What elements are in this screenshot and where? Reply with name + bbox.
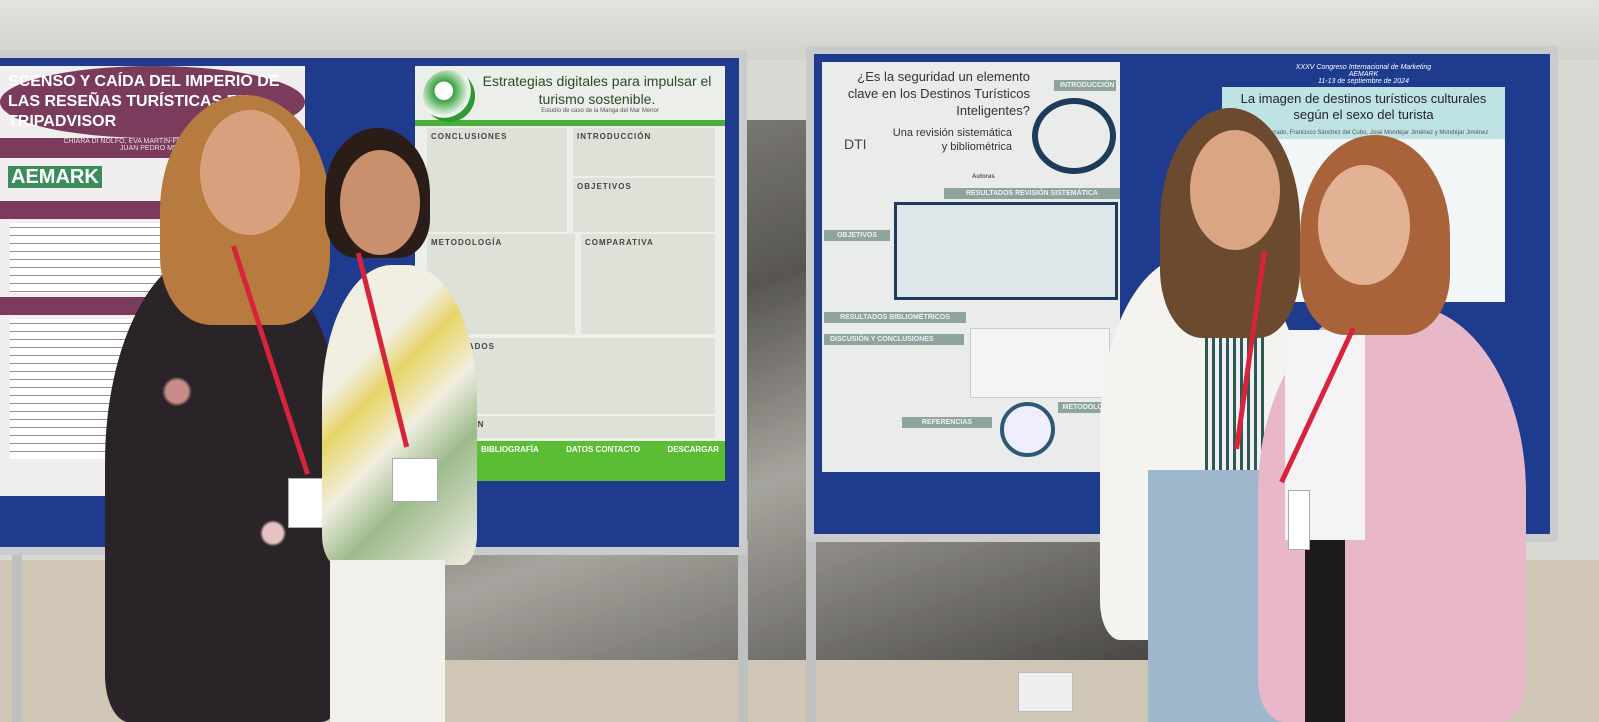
congress-name: XXXV Congreso Internacional de Marketing <box>1295 64 1432 71</box>
section-introduction: INTRODUCCIÓN <box>573 128 715 176</box>
congress-dates: 11-13 de septiembre de 2024 <box>1318 78 1409 85</box>
section-bibliometric: RESULTADOS BIBLIOMÉTRICOS <box>824 312 966 323</box>
person-4-trousers <box>1305 540 1345 722</box>
flow-diagram <box>894 202 1118 300</box>
poster-title: Estrategias digitales para impulsar el t… <box>482 73 712 107</box>
poster-title: ¿Es la seguridad un elemento clave en lo… <box>847 69 1030 118</box>
person-4-face <box>1318 165 1410 285</box>
cycle-diagram <box>1032 98 1116 174</box>
section-objectives: OBJETIVOS <box>824 230 890 241</box>
poster-subtitle: Una revisión sistemática y bibliométrica <box>892 127 1012 153</box>
name-badge <box>392 458 438 502</box>
download-label: DESCARGAR <box>667 445 719 454</box>
seal-illustration <box>1000 402 1055 457</box>
section-methodology: METODOLOGÍA <box>427 234 575 334</box>
person-2-trousers <box>330 560 445 722</box>
power-outlet <box>1018 672 1073 712</box>
section-introduction: INTRODUCCIÓN <box>1054 80 1116 91</box>
divider <box>415 120 725 126</box>
congress-header: XXXV Congreso Internacional de Marketing… <box>1222 62 1505 87</box>
globe-icon <box>423 70 475 122</box>
section-review-results: RESULTADOS REVISIÓN SISTEMÁTICA <box>944 188 1120 199</box>
bibliography-label: BIBLIOGRAFÍA <box>481 445 539 454</box>
person-1-face <box>200 110 300 235</box>
person-3-face <box>1190 130 1280 250</box>
dti-graphic: DTI <box>844 136 867 152</box>
board-leg <box>806 530 816 722</box>
board-leg <box>738 540 748 722</box>
section-methodology: METODOLOGÍA <box>1058 402 1120 413</box>
section-discussion: DISCUSIÓN Y CONCLUSIONES <box>824 334 964 345</box>
poster-title: La imagen de destinos turísticos cultura… <box>1222 87 1505 127</box>
board-leg <box>12 550 22 722</box>
person-2-face <box>340 150 420 255</box>
poster-subtitle: Estudio de caso de la Manga del Mar Meno… <box>541 108 659 114</box>
contact-label: DATOS CONTACTO <box>566 445 641 454</box>
section-conclusions: CONCLUSIONES <box>427 128 567 232</box>
section-references: REFERENCIAS <box>902 417 992 428</box>
section-objectives: OBJETIVOS <box>573 178 715 232</box>
congress-org: AEMARK <box>1348 71 1379 78</box>
name-badge <box>1288 490 1310 550</box>
poster-smart-destinations: ¿Es la seguridad un elemento clave en lo… <box>822 62 1120 472</box>
word-cloud <box>970 328 1110 398</box>
authors-label: Autoras <box>972 174 995 180</box>
aemark-logo-text: AEMARK <box>8 166 102 188</box>
poster-authors: Rosa Miguel Barrado, Francisco Sánchez d… <box>1222 127 1505 139</box>
section-comparative: COMPARATIVA <box>581 234 715 334</box>
aemark-logo: AEMARK <box>0 158 305 197</box>
